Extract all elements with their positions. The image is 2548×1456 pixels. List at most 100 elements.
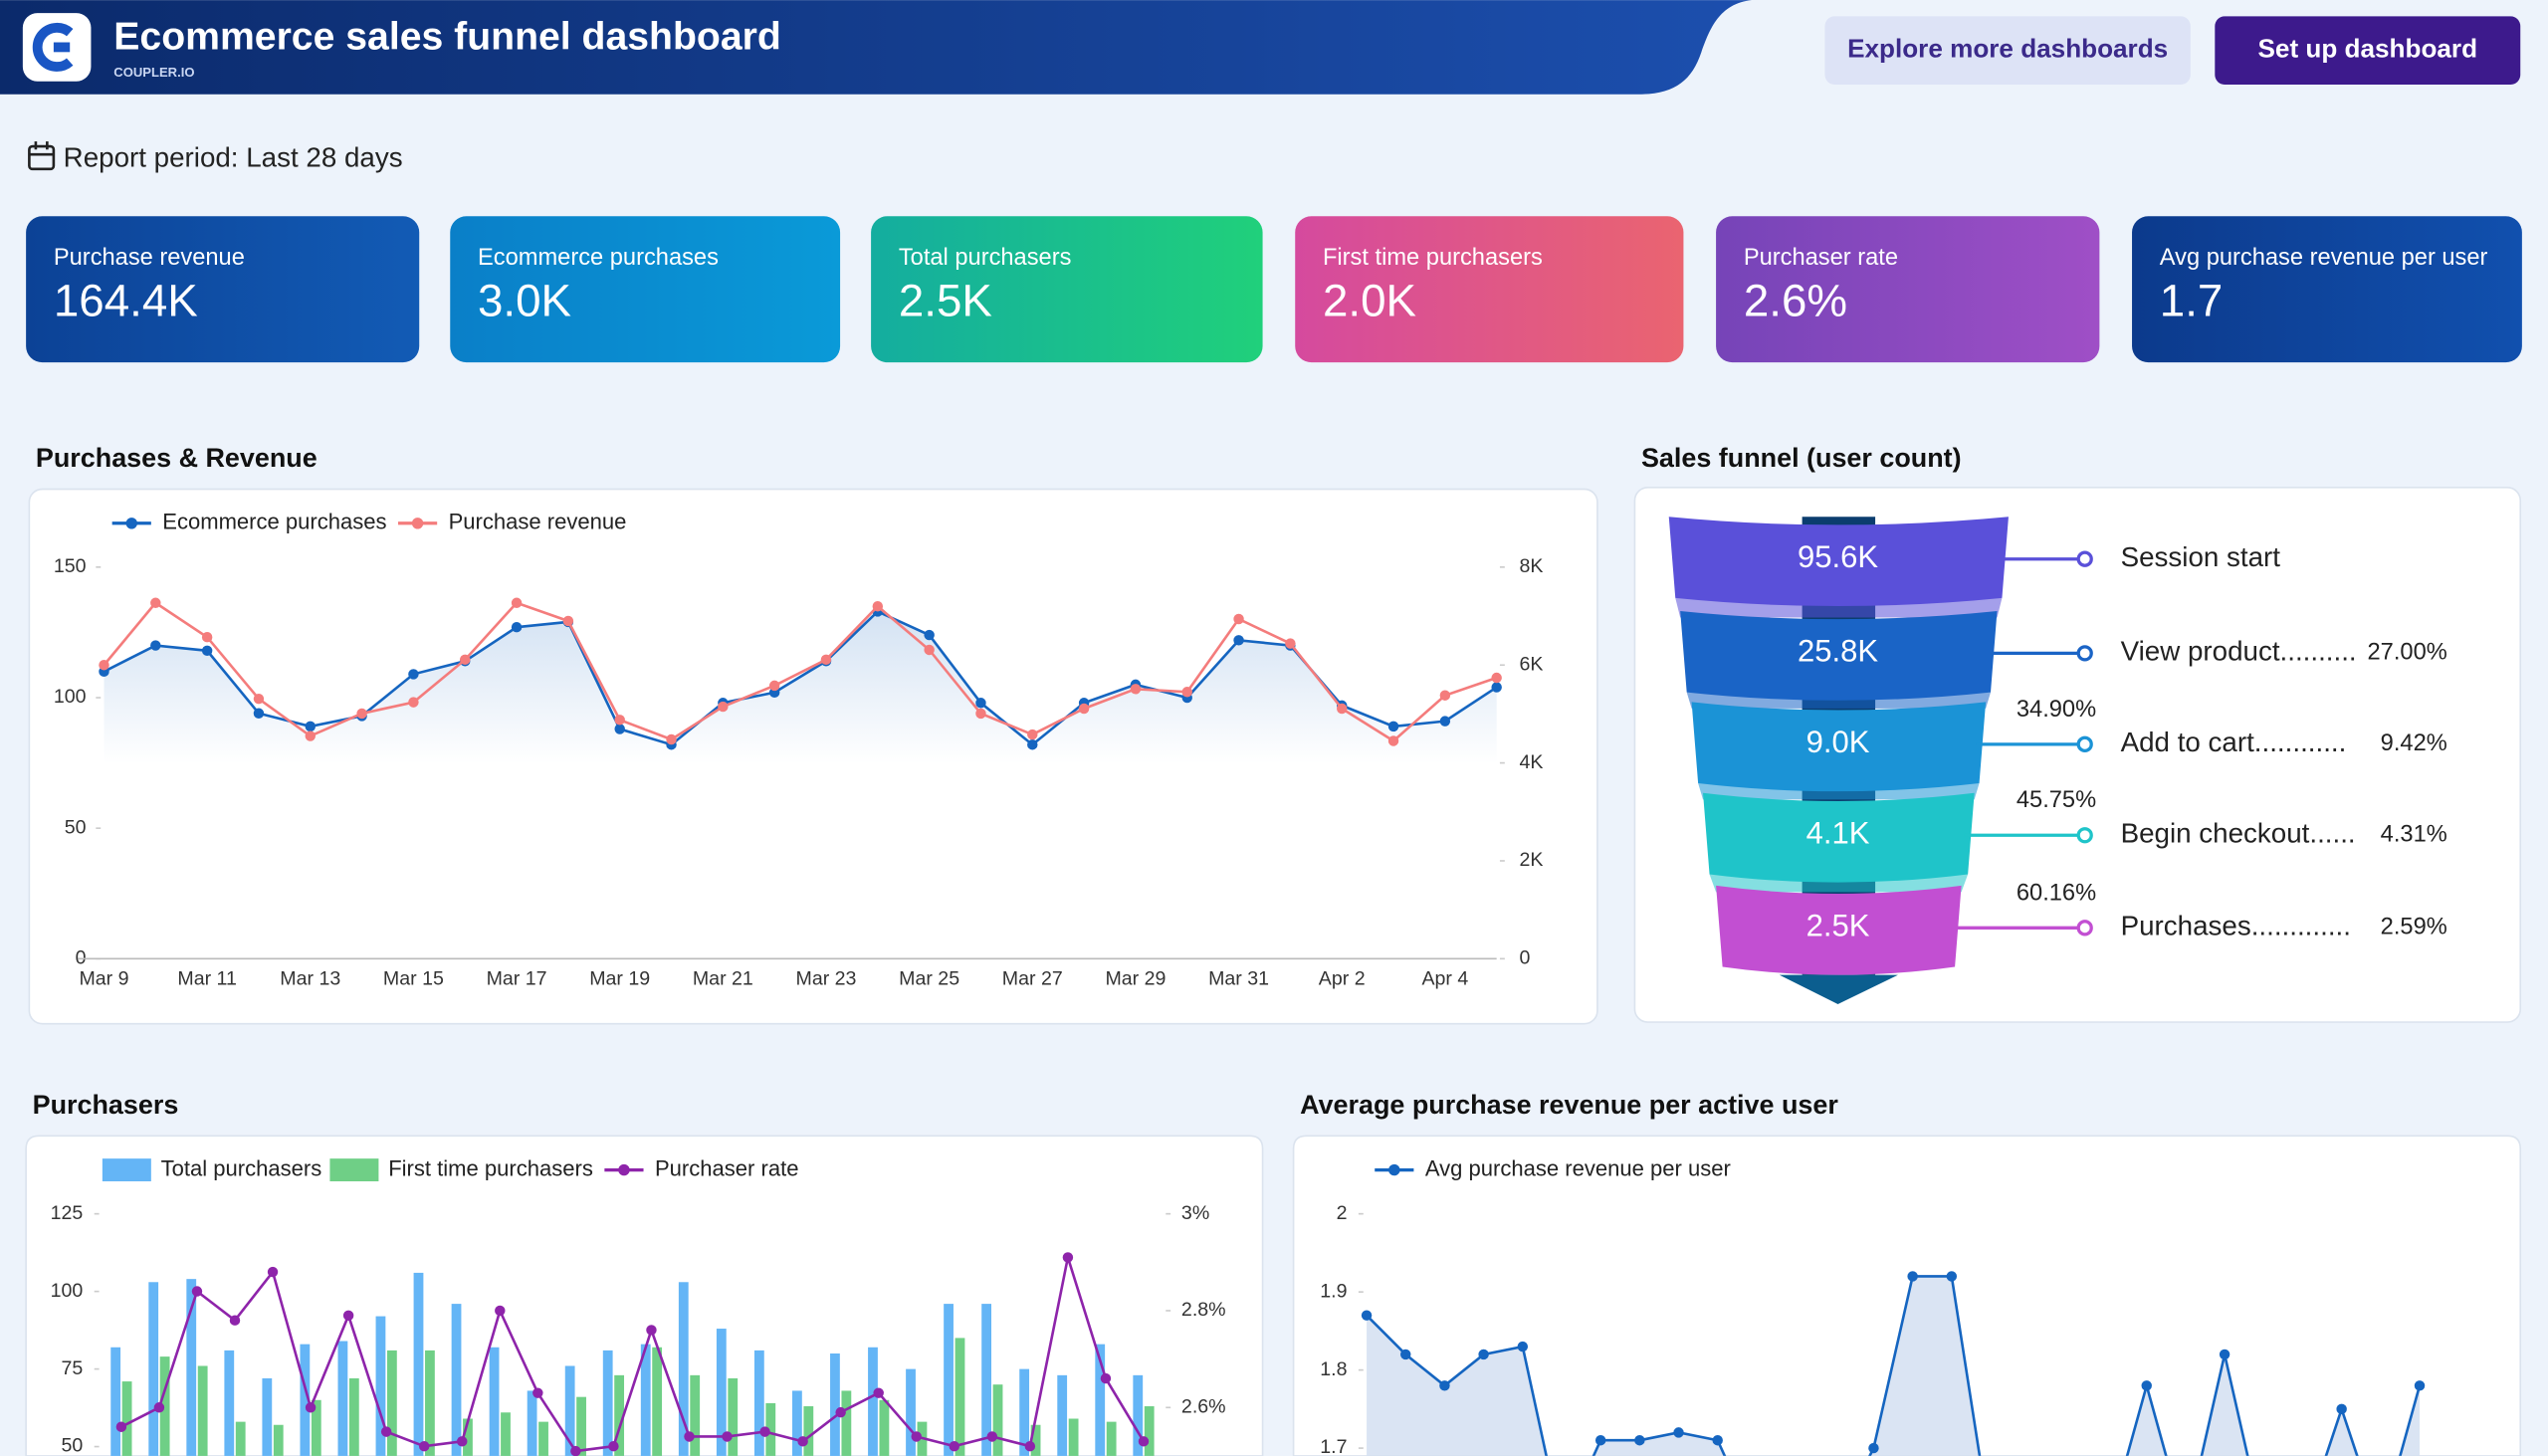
y-tick-label: 150 [54, 555, 87, 577]
funnel-node [2076, 550, 2093, 567]
line [103, 601, 1498, 743]
area [104, 611, 1497, 959]
point [1439, 716, 1451, 727]
logo-mark [32, 22, 74, 72]
x-tick-label: Mar 31 [1208, 968, 1269, 990]
point [253, 708, 265, 719]
y2-tick-label: 4K [1520, 751, 1544, 773]
point [797, 1436, 808, 1447]
kpi-label: Avg purchase revenue per user [2160, 245, 2488, 271]
bar [273, 1424, 284, 1456]
legend-label: First time purchasers [388, 1155, 593, 1180]
bar [235, 1421, 246, 1456]
kpi-card [1295, 216, 1684, 363]
funnel-value: 4.1K [1806, 815, 1870, 850]
kpi-label: Total purchasers [899, 245, 1072, 271]
point [684, 1431, 695, 1442]
x-tick-label: Mar 23 [796, 968, 857, 990]
y-tick-label: 1.7 [1320, 1436, 1347, 1456]
y-tick-label: 50 [65, 816, 87, 838]
y-tick-label: 125 [51, 1202, 84, 1224]
point [1673, 1427, 1684, 1438]
bar [1057, 1374, 1068, 1456]
point [1027, 728, 1038, 740]
point [191, 1286, 203, 1297]
point [722, 1431, 733, 1442]
dashboard-title: Ecommerce sales funnel dashboard [113, 16, 781, 59]
legend-marker [618, 1163, 630, 1176]
point [356, 708, 367, 720]
bar [602, 1350, 613, 1456]
funnel-node [2076, 827, 2093, 844]
point [1387, 721, 1399, 732]
kpi-card [871, 216, 1263, 363]
point [1078, 703, 1090, 715]
kpi-value: 2.0K [1323, 275, 1416, 325]
legend-swatch [329, 1158, 379, 1182]
point [201, 645, 213, 657]
point [457, 1436, 468, 1447]
point [1181, 687, 1192, 698]
kpi-label: Purchaser rate [1744, 245, 1898, 271]
y-tick-label: 100 [51, 1280, 84, 1302]
bar [425, 1350, 435, 1456]
bar [981, 1304, 991, 1456]
y2-tick-label: 6K [1520, 653, 1544, 675]
x-tick-label: Apr 4 [1421, 968, 1468, 990]
point [1387, 735, 1399, 746]
point [2336, 1403, 2347, 1415]
bar [640, 1344, 651, 1456]
x-tick-label: Mar 27 [1002, 968, 1063, 990]
explore-button-label[interactable]: Explore more dashboards [1847, 34, 2168, 64]
bar [489, 1347, 500, 1456]
point [99, 660, 109, 671]
point [1946, 1271, 1958, 1282]
point [1439, 690, 1451, 701]
point [718, 701, 729, 713]
point [1712, 1435, 1723, 1446]
kpi-label: Purchase revenue [54, 245, 245, 271]
point [253, 693, 265, 705]
point [1233, 635, 1244, 646]
point [614, 724, 625, 734]
funnel-stage: Session start [2121, 541, 2281, 572]
y2-tick-label: 3% [1181, 1202, 1209, 1224]
point [1361, 1310, 1373, 1321]
report-period: Report period: Last 28 days [64, 141, 403, 172]
point [820, 654, 832, 666]
point [1634, 1435, 1645, 1446]
x-tick-label: Mar 15 [383, 968, 444, 990]
point [1027, 739, 1038, 750]
point [1100, 1372, 1112, 1384]
point [408, 669, 419, 680]
setup-button[interactable] [2215, 16, 2521, 85]
point [873, 1387, 884, 1398]
kpi-value: 164.4K [54, 275, 198, 325]
point [872, 600, 884, 612]
point [1024, 1440, 1036, 1452]
point [1491, 672, 1502, 684]
point [408, 697, 419, 708]
funnel-step-rate: 45.75% [2017, 787, 2096, 813]
bar [1106, 1421, 1117, 1456]
funnel-node [2076, 645, 2093, 662]
point [1478, 1349, 1489, 1360]
point [1907, 1271, 1918, 1282]
line [120, 1257, 1146, 1453]
explore-button[interactable] [1824, 16, 2191, 85]
kpi-card [1716, 216, 2100, 363]
kpi-value: 2.6% [1744, 275, 1847, 325]
bar [841, 1390, 852, 1456]
x-tick-label: Mar 19 [589, 968, 650, 990]
bar [1030, 1424, 1041, 1456]
kpi-card [26, 216, 420, 363]
legend-swatch [102, 1158, 151, 1182]
bar [224, 1350, 235, 1456]
setup-button-label[interactable]: Set up dashboard [2258, 34, 2478, 64]
funnel-value: 2.5K [1806, 909, 1870, 943]
bar [348, 1377, 359, 1456]
point [614, 715, 625, 726]
point [1138, 1436, 1150, 1447]
bar [121, 1381, 132, 1456]
point [646, 1325, 657, 1336]
